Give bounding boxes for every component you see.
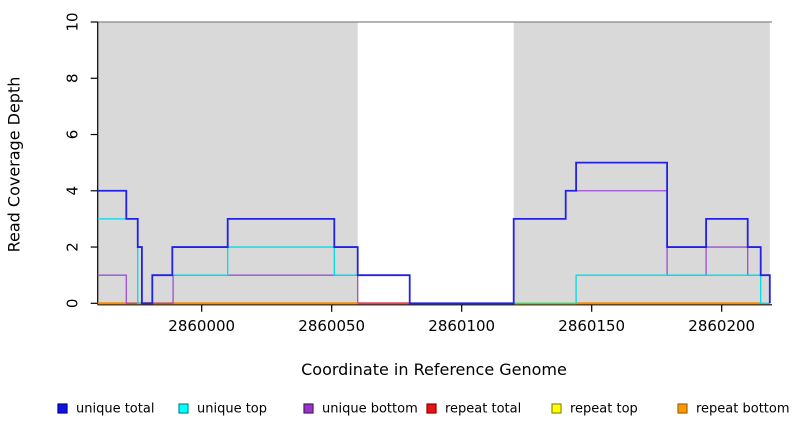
y-tick-label: 8 — [63, 73, 81, 83]
legend-swatch-repeat-top — [551, 403, 562, 414]
legend-swatch-repeat-total — [426, 403, 437, 414]
legend-label-repeat-total: repeat total — [445, 402, 521, 417]
y-tick-label: 2 — [63, 242, 81, 252]
series-line-unique-total — [97, 161, 771, 305]
x-tick-label: 2860100 — [428, 317, 495, 335]
legend-label-unique-bottom: unique bottom — [322, 402, 418, 417]
x-tick-label: 2860150 — [558, 317, 625, 335]
legend-label-unique-total: unique total — [76, 402, 154, 417]
y-tick-label: 0 — [63, 299, 81, 309]
legend-swatch-unique-top — [178, 403, 189, 414]
legend-label-repeat-top: repeat top — [570, 402, 638, 417]
x-axis-title-wrap: Coordinate in Reference Genome — [0, 360, 792, 379]
x-tick-label: 2860050 — [298, 317, 365, 335]
y-axis-title: Read Coverage Depth — [4, 76, 24, 253]
x-tick-label: 2860200 — [688, 317, 755, 335]
legend-swatch-repeat-bottom — [677, 403, 688, 414]
legend-label-unique-top: unique top — [197, 402, 267, 417]
y-tick-label: 10 — [63, 12, 81, 31]
y-tick-label: 4 — [63, 186, 81, 196]
x-axis-title: Coordinate in Reference Genome — [301, 360, 567, 379]
legend-swatch-unique-total — [57, 403, 68, 414]
x-tick-label: 2860000 — [168, 317, 235, 335]
legend-swatch-unique-bottom — [303, 403, 314, 414]
legend-label-repeat-bottom: repeat bottom — [696, 402, 790, 417]
y-tick-label: 6 — [63, 130, 81, 140]
